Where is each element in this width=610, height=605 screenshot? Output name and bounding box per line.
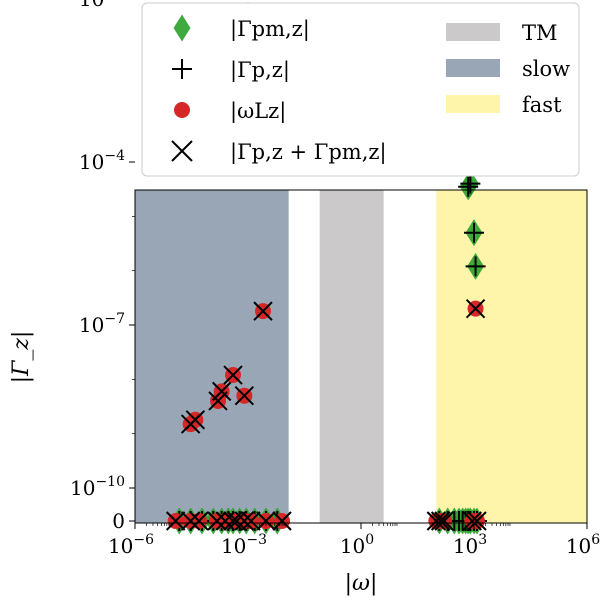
point-x (465, 298, 486, 319)
x-tick-label: 103 (453, 532, 487, 558)
point-x (434, 511, 454, 531)
point-x (462, 511, 482, 531)
point-x (189, 511, 209, 531)
legend-patch-slow (446, 59, 500, 77)
y-tick-label: 10−7 (79, 311, 125, 337)
y-axis-ticks: 0 10−10 10−7 10−4 10−1 (70, 0, 135, 533)
legend-box (141, 2, 580, 177)
y-tick-label: 10−1 (79, 0, 125, 11)
x-tick-label: 10−3 (221, 532, 267, 558)
point-x (430, 511, 451, 531)
x-tick-label: 10−6 (108, 532, 154, 558)
point-x (223, 365, 243, 385)
x-tick-label: 106 (566, 532, 600, 558)
point-plus (465, 256, 486, 277)
legend-label: |ωLz| (230, 99, 286, 124)
region-slow (135, 190, 289, 523)
point-x (256, 511, 276, 531)
point-x (253, 301, 273, 321)
legend-marker-x (171, 140, 193, 162)
shaded-regions (135, 190, 587, 523)
legend-label: |Γp,z| (230, 58, 290, 83)
region-fast (436, 190, 587, 523)
legend-label: fast (522, 93, 562, 117)
legend-marker-plus (172, 59, 192, 79)
x-axis-ticks: 10−6 10−3 100 103 106 (108, 523, 600, 558)
legend-label: TM (522, 21, 558, 45)
legend-label: |Γpm,z| (230, 17, 310, 42)
point-x (165, 511, 186, 531)
x-axis-label: |ω| (345, 571, 378, 596)
point-plus (464, 222, 484, 243)
point-x (467, 511, 487, 531)
point-x (272, 511, 292, 531)
y-tick-label: 0 (112, 509, 125, 533)
legend: |Γpm,z| |Γp,z| |ωLz| |Γp,z + Γpm,z| TM slow fa… (141, 2, 580, 177)
point-x (211, 381, 232, 402)
point-x (207, 511, 227, 531)
legend-patch-fast (446, 95, 500, 113)
point-x (226, 511, 247, 531)
legend-label: slow (522, 57, 570, 81)
y-tick-label: 10−4 (79, 148, 125, 174)
legend-marker-circle (174, 102, 190, 118)
legend-patch-TM (446, 23, 500, 41)
point-plus (458, 176, 479, 197)
legend-label: |Γp,z + Γpm,z| (230, 140, 387, 165)
legend-marker-diamond (173, 14, 191, 42)
point-x (185, 410, 206, 430)
y-axis-label: |Γ_z| (9, 331, 34, 384)
point-x (241, 511, 261, 531)
region-TM (319, 190, 384, 523)
point-x (180, 511, 201, 531)
point-x (426, 511, 447, 531)
y-tick-label: 10−10 (70, 474, 125, 500)
point-x (234, 385, 255, 406)
x-tick-label: 100 (340, 532, 374, 558)
point-x (234, 511, 255, 531)
